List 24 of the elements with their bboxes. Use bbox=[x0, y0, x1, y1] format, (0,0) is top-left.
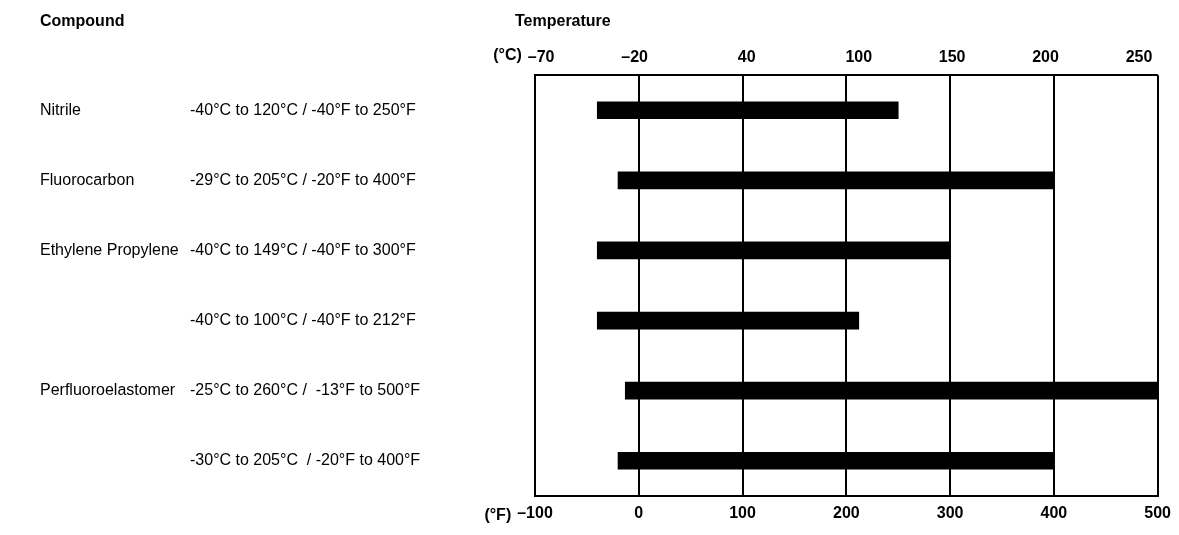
y-tick-label: Ethylene Propylene -40°C to 149°C / -40°F to 300°F bbox=[40, 240, 416, 258]
x2-tick-label: 150 bbox=[938, 48, 966, 66]
x-axis-title: (°F) bbox=[484, 506, 512, 524]
x2-axis-title: (°C) bbox=[493, 45, 522, 63]
y-axis-title: Compound bbox=[40, 12, 125, 30]
category-label: Fluorocarbon -29°C to 205°C / -20°F to 400°F bbox=[40, 170, 416, 188]
x-tick-label: 300 bbox=[936, 503, 964, 521]
x-tick-label: 400 bbox=[1040, 503, 1068, 521]
x-tick-label: 0 bbox=[634, 503, 644, 521]
x2-tick-label: 100 bbox=[845, 48, 873, 66]
y-tick-label: -30°C to 205°C / -20°F to 400°F bbox=[190, 451, 421, 469]
x2-tick-label: 40 bbox=[737, 48, 756, 66]
x2-tick-label: 200 bbox=[1032, 48, 1060, 66]
category-label: Nitrile -40°C to 120°C / -40°F to 250°F bbox=[40, 100, 416, 118]
y-tick-label: -40°C to 100°C / -40°F to 212°F bbox=[190, 310, 416, 328]
x2-tick-label: –20 bbox=[621, 48, 649, 66]
chart-title: Temperature bbox=[515, 12, 611, 30]
x-tick-label: 200 bbox=[832, 503, 860, 521]
x-tick-label: 100 bbox=[729, 503, 756, 521]
y-tick-label: Perfluoroelastomer -25°C to 260°C / -13°F to 500°F bbox=[40, 381, 421, 399]
x-tick-label: 500 bbox=[1144, 503, 1172, 521]
x2-tick-label: –70 bbox=[527, 48, 555, 66]
x2-tick-label: 250 bbox=[1125, 48, 1153, 66]
x-tick-label: –100 bbox=[517, 503, 553, 521]
